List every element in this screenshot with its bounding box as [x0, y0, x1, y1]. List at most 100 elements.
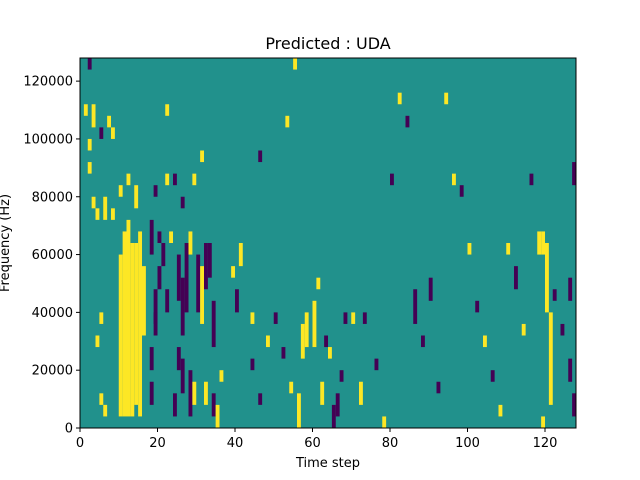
- heatmap-cell-high: [134, 185, 139, 209]
- heatmap-cell-low: [529, 173, 534, 186]
- heatmap-cell-high: [99, 312, 104, 324]
- heatmap-cell-low: [176, 254, 181, 301]
- heatmap-cell-low: [490, 370, 495, 382]
- heatmap-cell-low: [413, 289, 418, 324]
- heatmap-cell-high: [351, 312, 356, 324]
- heatmap-cell-low: [207, 243, 212, 278]
- heatmap-cell-low: [475, 300, 480, 313]
- y-tick-label: 40000: [32, 306, 73, 321]
- heatmap-cell-low: [335, 393, 340, 417]
- heatmap-cell-high: [328, 347, 332, 359]
- heatmap-cell-high: [304, 312, 309, 348]
- y-tick-label: 120000: [23, 75, 73, 90]
- heatmap-cell-low: [572, 162, 577, 186]
- heatmap-cell-low: [343, 312, 348, 324]
- heatmap-cell-low: [211, 393, 216, 417]
- plot-background: [80, 58, 576, 428]
- y-axis-label: Frequency (Hz): [0, 194, 13, 292]
- heatmap-cell-high: [316, 277, 321, 290]
- heatmap-cell-high: [118, 254, 123, 417]
- heatmap-cell-high: [285, 115, 290, 128]
- heatmap-cell-high: [200, 150, 205, 163]
- heatmap-cell-low: [459, 185, 464, 197]
- heatmap-cell-high: [111, 208, 115, 220]
- heatmap-cell-high: [541, 231, 546, 255]
- heatmap-cell-low: [568, 277, 573, 301]
- heatmap-cell-high: [169, 231, 174, 243]
- chart-title: Predicted : UDA: [265, 34, 390, 53]
- heatmap-cell-high: [165, 104, 170, 116]
- x-tick-label: 60: [304, 436, 321, 451]
- heatmap-cell-high: [320, 381, 325, 405]
- heatmap-cell-low: [165, 289, 170, 313]
- heatmap-cell-low: [204, 243, 208, 290]
- heatmap-cell-low: [421, 335, 425, 348]
- heatmap-cell-high: [126, 173, 131, 186]
- heatmap-cell-low: [250, 358, 255, 371]
- heatmap-cell-low: [560, 323, 565, 336]
- heatmap-cell-low: [331, 404, 336, 429]
- heatmap-cell-high: [91, 196, 96, 209]
- heatmap-cell-low: [87, 58, 92, 70]
- heatmap-cell-high: [266, 335, 270, 348]
- heatmap-cell-low: [161, 243, 166, 267]
- heatmap-cell-low: [149, 381, 154, 405]
- heatmap-cell-low: [196, 254, 201, 313]
- heatmap-cell-low: [157, 231, 162, 243]
- heatmap-cell-high: [467, 243, 472, 255]
- heatmap-cell-high: [192, 381, 197, 405]
- heatmap-cell-high: [99, 393, 104, 405]
- heatmap-cell-high: [130, 243, 135, 417]
- heatmap-cell-high: [95, 208, 100, 220]
- heatmap-cell-high: [382, 416, 387, 428]
- heatmap-cell-high: [483, 335, 487, 348]
- heatmap-cell-low: [149, 219, 154, 255]
- heatmap-cell-high: [498, 404, 503, 417]
- heatmap-cell-high: [122, 231, 127, 417]
- heatmap-cell-high: [192, 173, 197, 186]
- heatmap-cell-low: [173, 173, 177, 186]
- y-tick-label: 60000: [32, 248, 73, 263]
- heatmap-cell-high: [521, 323, 526, 336]
- heatmap-cell-high: [138, 231, 143, 417]
- heatmap-cell-low: [157, 266, 162, 290]
- x-axis-label: Time step: [295, 456, 360, 471]
- heatmap-cell-high: [87, 162, 92, 174]
- heatmap-cell-high: [312, 300, 317, 348]
- heatmap-cell-low: [153, 312, 158, 336]
- heatmap-cell-low: [99, 127, 104, 139]
- heatmap-cell-low: [405, 115, 410, 128]
- heatmap-cell-high: [300, 323, 305, 359]
- heatmap-cell-high: [91, 104, 96, 128]
- heatmap-cell-high: [107, 115, 112, 128]
- y-tick-label: 100000: [23, 132, 73, 147]
- x-tick-label: 20: [149, 436, 166, 451]
- heatmap-cell-low: [258, 150, 263, 163]
- heatmap-cell-high: [548, 312, 553, 405]
- heatmap-cell-low: [324, 335, 329, 348]
- heatmap-cell-high: [83, 104, 88, 116]
- heatmap-cell-low: [180, 277, 185, 336]
- y-axis: 0 20000 40000 60000 80000 100000 120000: [23, 75, 80, 437]
- x-axis: 0 20 40 60 80 100 120: [76, 428, 558, 451]
- heatmap-cell-low: [173, 393, 177, 417]
- heatmap-cell-low: [149, 347, 154, 371]
- heatmap-cell-high: [134, 243, 139, 405]
- heatmap-cell-high: [87, 138, 92, 151]
- plot-area: [79, 57, 577, 429]
- heatmap-cell-high: [359, 381, 363, 405]
- x-tick-label: 100: [455, 436, 480, 451]
- heatmap-cell-low: [568, 358, 573, 382]
- heatmap-cell-low: [180, 358, 185, 394]
- heatmap-cell-low: [374, 358, 379, 371]
- heatmap-cell-high: [103, 196, 108, 220]
- x-tick-label: 120: [533, 436, 558, 451]
- x-tick-label: 80: [382, 436, 399, 451]
- heatmap-cell-high: [289, 381, 294, 394]
- heatmap-cell-high: [506, 243, 511, 255]
- heatmap-cell-low: [188, 370, 193, 417]
- heatmap-cell-high: [541, 416, 546, 428]
- y-tick-label: 80000: [32, 190, 73, 205]
- heatmap-cell-high: [231, 266, 236, 278]
- heatmap-cell-high: [215, 404, 220, 429]
